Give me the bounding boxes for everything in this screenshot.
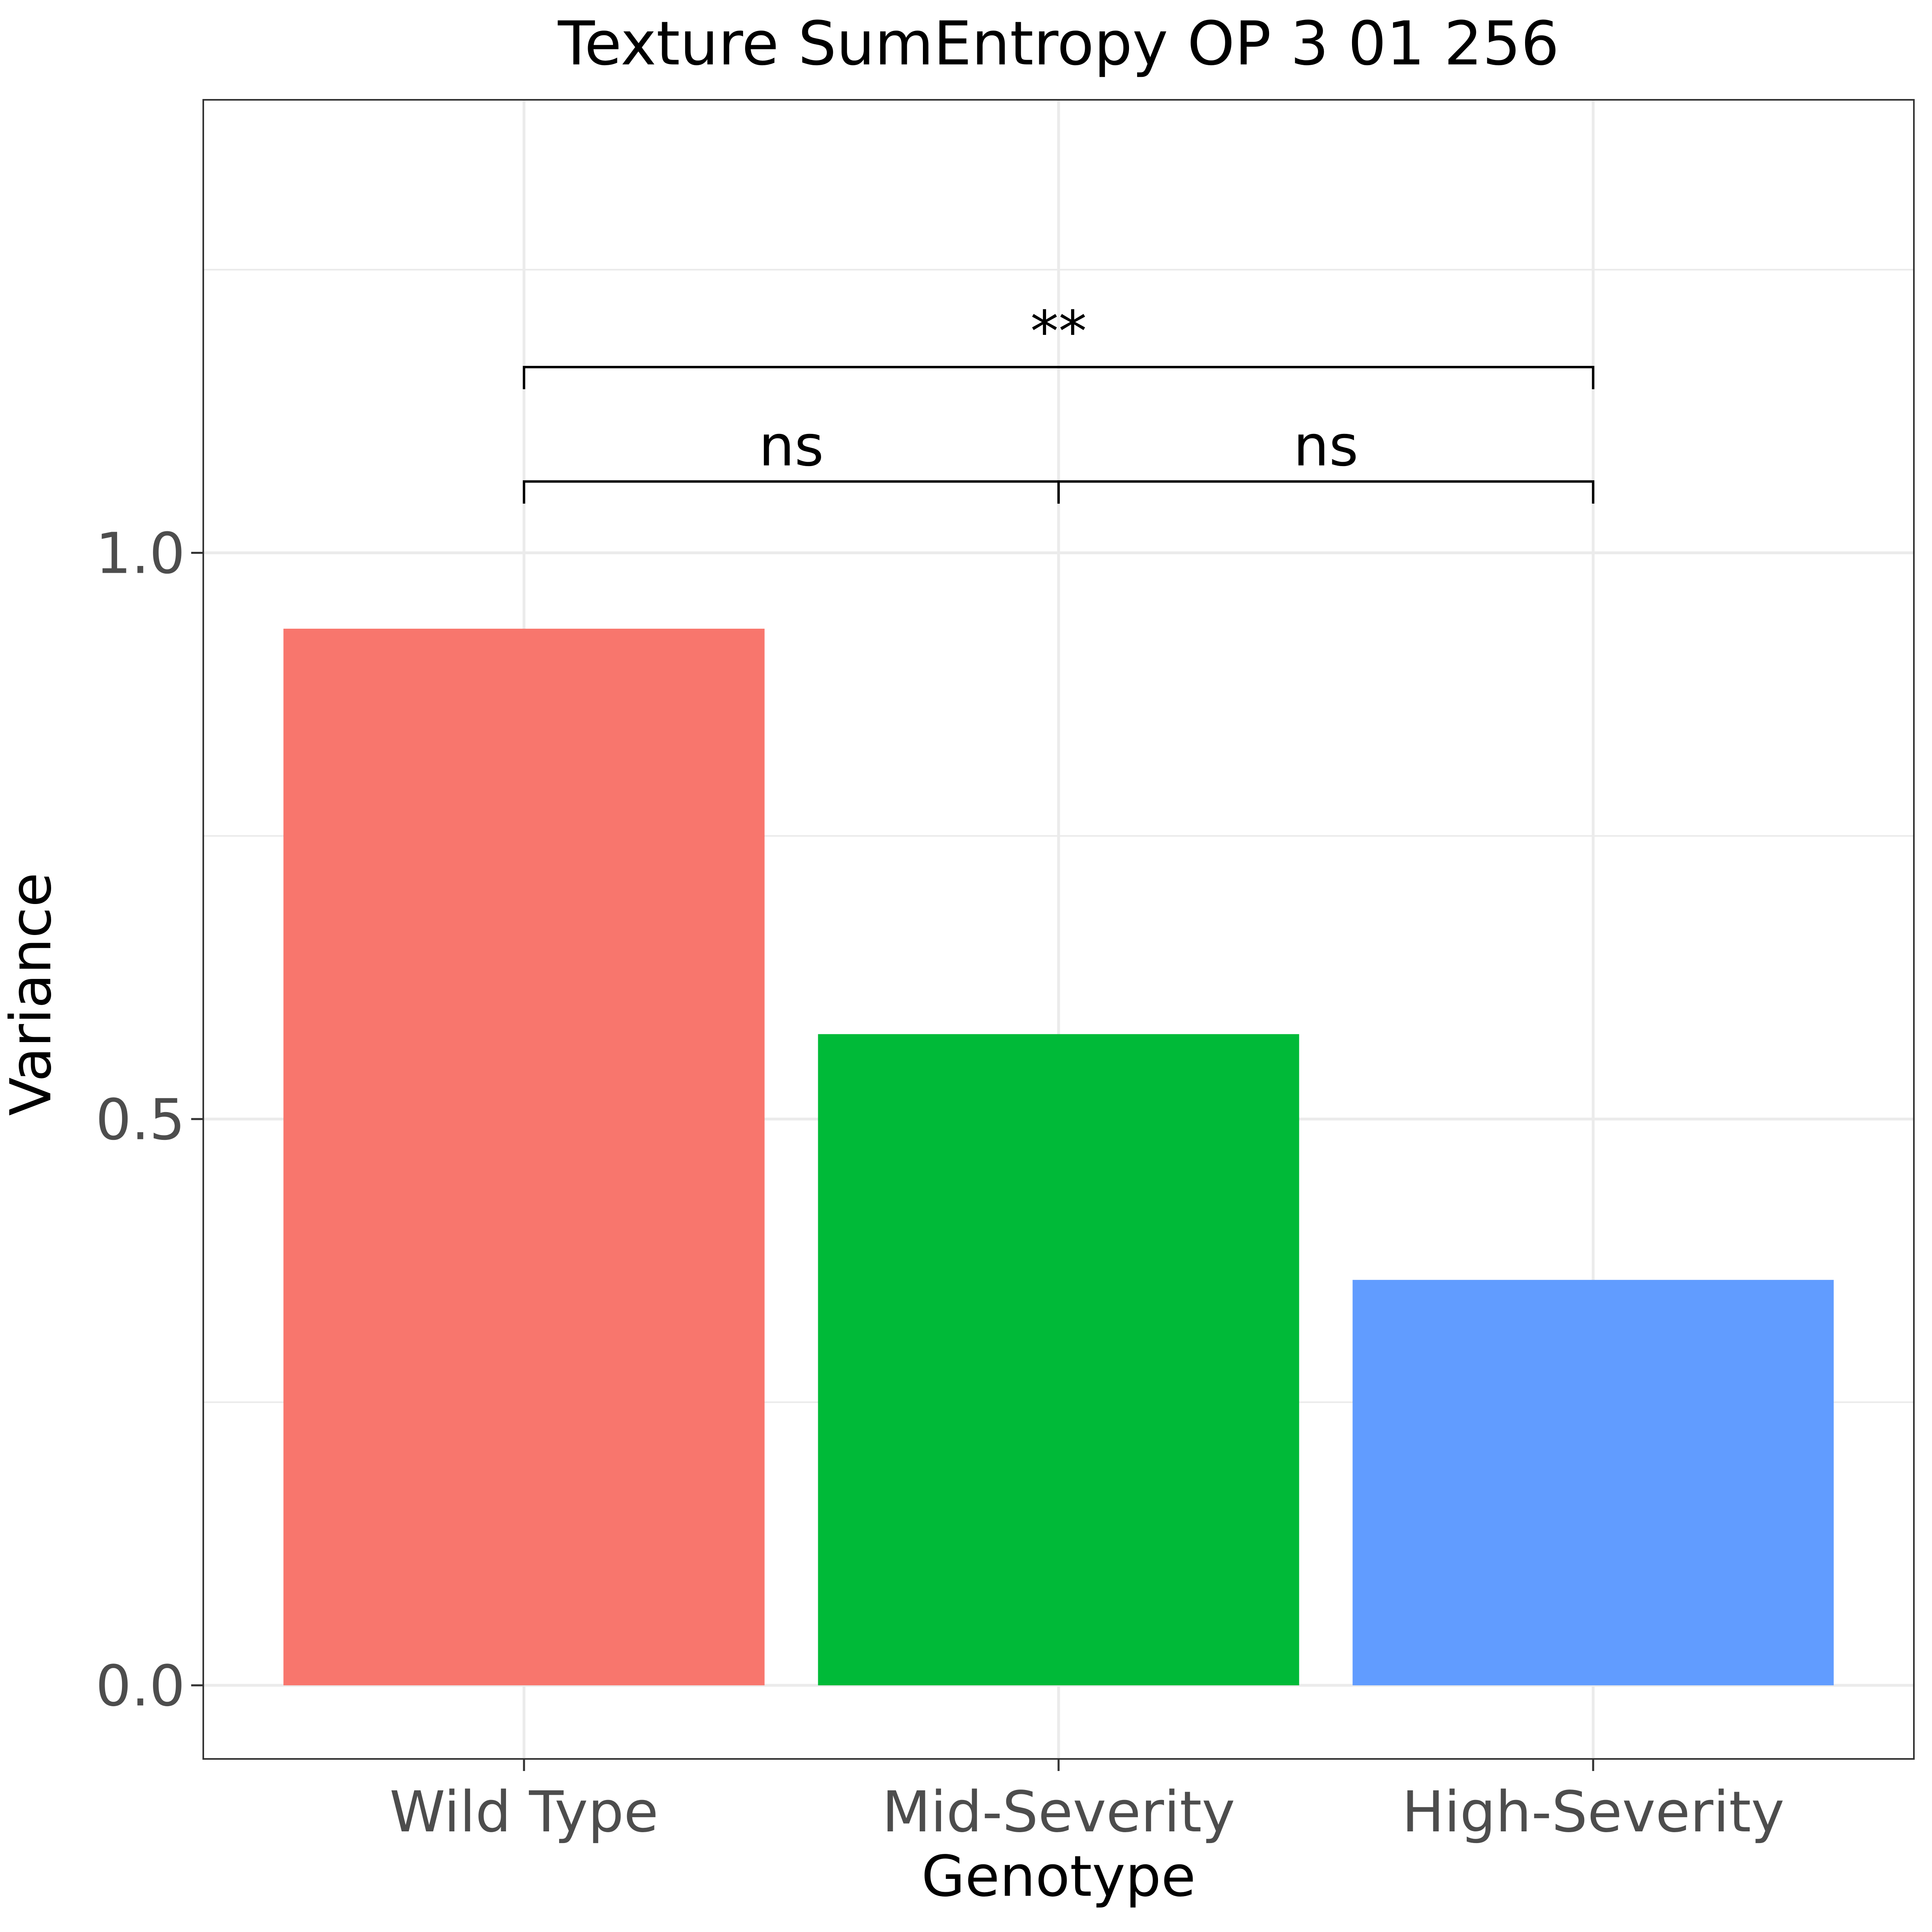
significance-label: ** — [1030, 299, 1087, 365]
x-tick-label: Mid-Severity — [882, 1779, 1235, 1845]
significance-bracket — [522, 480, 1060, 504]
bars — [283, 628, 1834, 1686]
x-axis: Wild Type Mid-Severity High-Severity — [390, 1759, 1784, 1845]
bar — [1352, 1280, 1834, 1686]
y-axis: 0.0 0.5 1.0 — [95, 521, 203, 1719]
chart-title: Texture SumEntropy OP 3 01 256 — [557, 9, 1559, 79]
significance-bracket — [1057, 480, 1595, 504]
x-tick-label: High-Severity — [1402, 1779, 1784, 1845]
significance-label: ns — [759, 413, 824, 479]
bar — [818, 1034, 1299, 1686]
y-axis-title: Variance — [0, 873, 64, 1116]
significance-label: ns — [1293, 413, 1358, 479]
y-tick-label: 0.5 — [95, 1087, 185, 1153]
significance-bracket — [522, 366, 1595, 390]
significance-brackets: ns ns ** — [522, 299, 1595, 504]
y-tick-label: 1.0 — [95, 521, 185, 586]
y-tick-label: 0.0 — [95, 1653, 185, 1719]
bar — [283, 628, 765, 1686]
x-tick-label: Wild Type — [390, 1779, 658, 1845]
x-axis-title: Genotype — [921, 1844, 1196, 1909]
